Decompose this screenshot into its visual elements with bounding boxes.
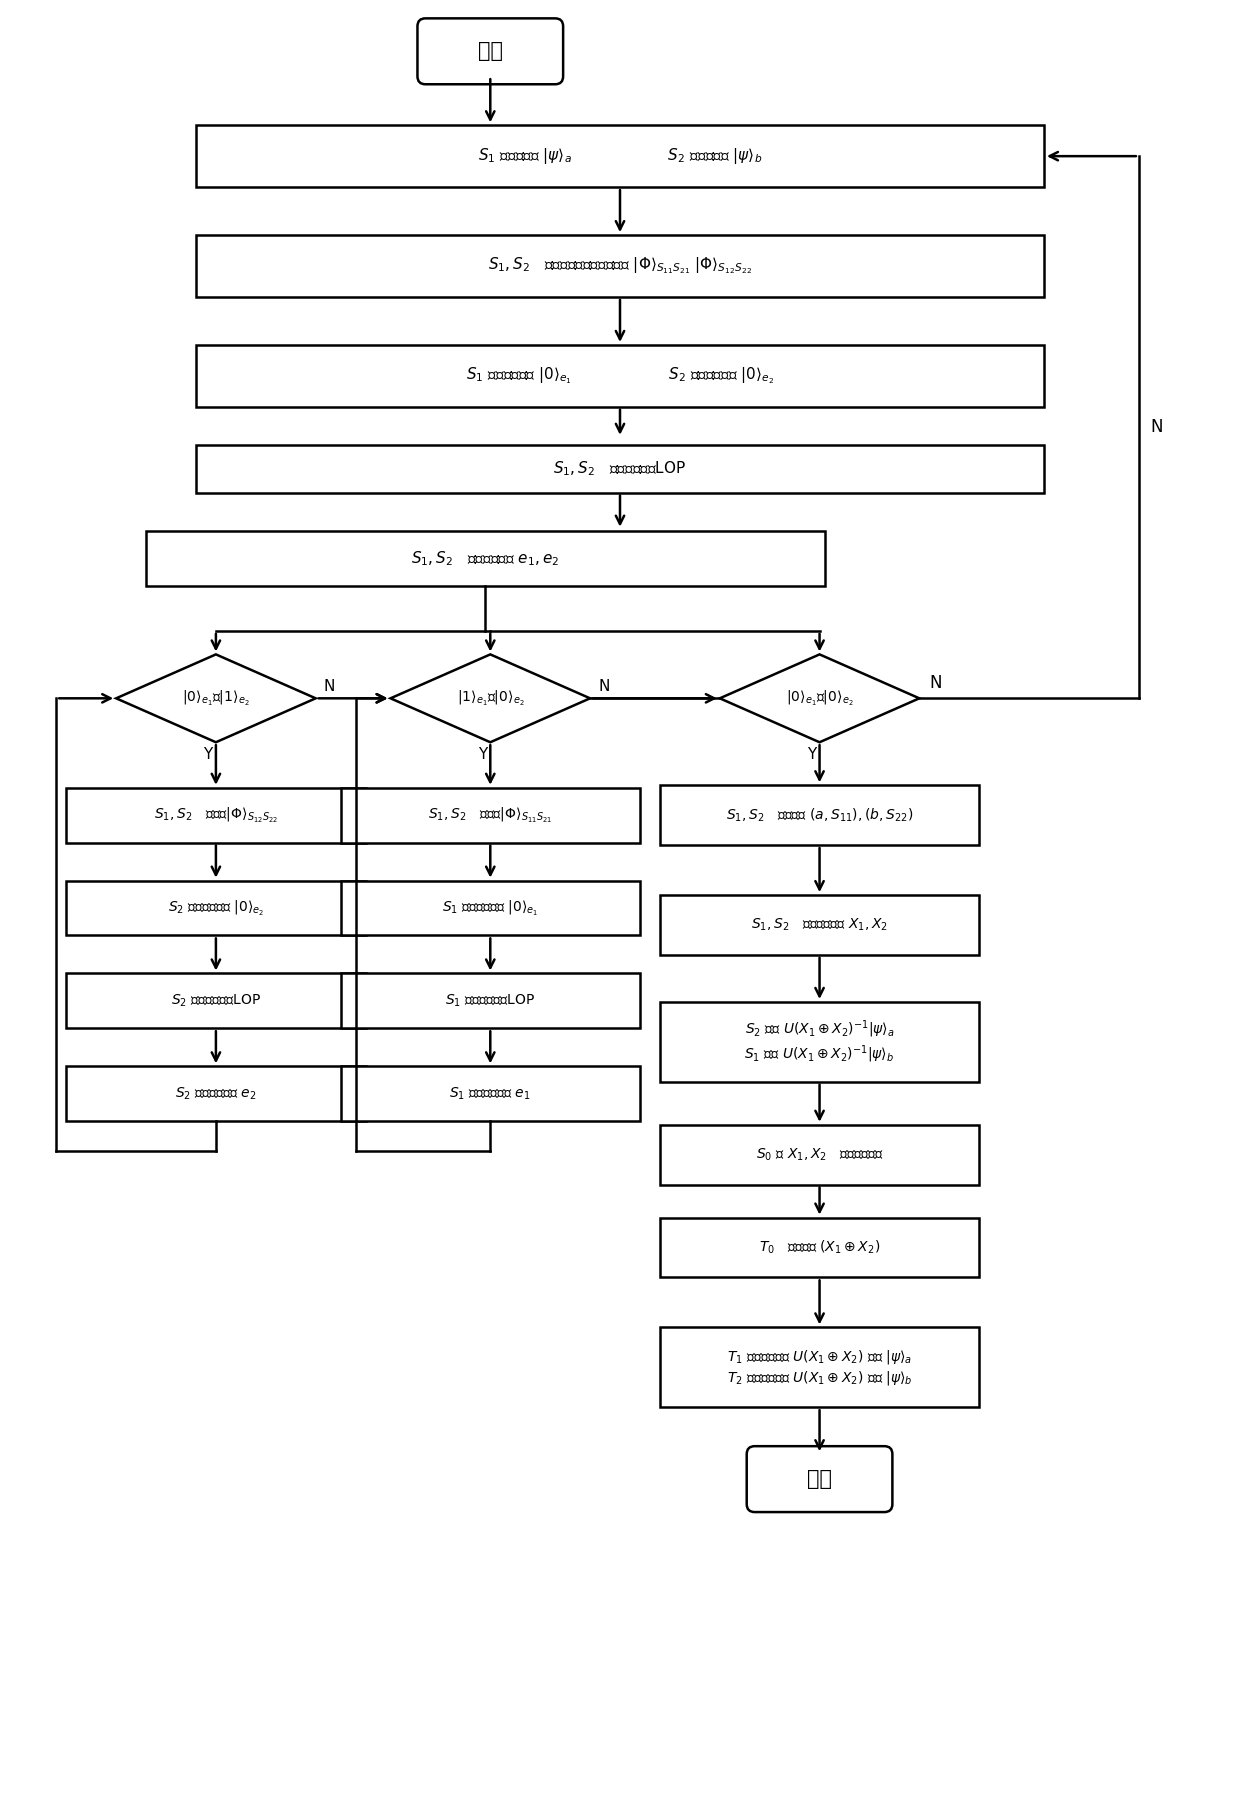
Text: $S_1,S_2$   执行局域操作LOP: $S_1,S_2$ 执行局域操作LOP — [553, 459, 687, 479]
Text: N: N — [324, 678, 335, 693]
Text: $S_2$ 执行局域操作LOP: $S_2$ 执行局域操作LOP — [171, 992, 260, 1009]
Text: $S_1,S_2$   预共享两对非最大纠缠对 $|\Phi\rangle_{S_{11}S_{21}}$ $|\Phi\rangle_{S_{12}S_{22: $S_1,S_2$ 预共享两对非最大纠缠对 $|\Phi\rangle_{S_{… — [489, 256, 751, 276]
Text: Y: Y — [477, 747, 487, 762]
Text: $|0\rangle_{e_1}$和$|1\rangle_{e_2}$: $|0\rangle_{e_1}$和$|1\rangle_{e_2}$ — [182, 689, 249, 707]
Bar — [660, 1001, 980, 1081]
Bar — [66, 974, 366, 1029]
Text: $S_1,S_2$   预共享$|\Phi\rangle_{S_{12}S_{22}}$: $S_1,S_2$ 预共享$|\Phi\rangle_{S_{12}S_{22}… — [154, 805, 278, 825]
Bar — [196, 125, 1044, 187]
Text: $T_1$ 执行解码操作 $U(X_1\oplus X_2)$ 得到 $|\psi\rangle_a$
$T_2$ 执行解码操作 $U(X_1\oplus X_: $T_1$ 执行解码操作 $U(X_1\oplus X_2)$ 得到 $|\ps… — [727, 1348, 913, 1386]
Bar — [146, 532, 825, 586]
Bar — [660, 1217, 980, 1277]
Text: Y: Y — [807, 747, 816, 762]
Bar — [660, 785, 980, 845]
Bar — [341, 974, 640, 1029]
Bar — [341, 1067, 640, 1121]
Bar — [660, 1125, 980, 1185]
Text: $S_1$ 引入辅助粒子 $|0\rangle_{e_1}$: $S_1$ 引入辅助粒子 $|0\rangle_{e_1}$ — [441, 898, 538, 918]
Polygon shape — [117, 655, 316, 742]
Text: $|1\rangle_{e_1}$和$|0\rangle_{e_2}$: $|1\rangle_{e_1}$和$|0\rangle_{e_2}$ — [456, 689, 525, 707]
Text: $S_1,S_2$   获得经典信息 $X_1,X_2$: $S_1,S_2$ 获得经典信息 $X_1,X_2$ — [751, 916, 888, 932]
Polygon shape — [391, 655, 590, 742]
Bar — [341, 880, 640, 936]
Bar — [66, 787, 366, 842]
Text: N: N — [929, 675, 942, 693]
Text: $S_1,S_2$   测量辅助粒子 $e_1,e_2$: $S_1,S_2$ 测量辅助粒子 $e_1,e_2$ — [412, 550, 559, 568]
Text: $S_0$ 对 $X_1,X_2$   执行异或操作: $S_0$ 对 $X_1,X_2$ 执行异或操作 — [755, 1146, 883, 1163]
Text: $S_1$ 执行局域操作LOP: $S_1$ 执行局域操作LOP — [445, 992, 536, 1009]
Text: 结束: 结束 — [807, 1469, 832, 1489]
Text: $S_1$ 制备量子态 $|\psi\rangle_a$                    $S_2$ 制备量子态 $|\psi\rangle_b$: $S_1$ 制备量子态 $|\psi\rangle_a$ $S_2$ 制备量子态… — [477, 147, 763, 167]
Bar — [660, 1328, 980, 1408]
Bar — [196, 444, 1044, 493]
Bar — [341, 787, 640, 842]
Text: $S_2$ 测量辅助粒子 $e_2$: $S_2$ 测量辅助粒子 $e_2$ — [175, 1085, 257, 1101]
FancyBboxPatch shape — [418, 18, 563, 83]
Text: $S_1$ 引入辅助粒子 $|0\rangle_{e_1}$                    $S_2$ 引入辅助粒子 $|0\rangle_{e_2}$: $S_1$ 引入辅助粒子 $|0\rangle_{e_1}$ $S_2$ 引入辅… — [466, 365, 774, 386]
Bar — [660, 894, 980, 954]
Text: 开始: 开始 — [477, 42, 502, 62]
Text: $T_0$   复制传输 $(X_1\oplus X_2)$: $T_0$ 复制传输 $(X_1\oplus X_2)$ — [759, 1239, 880, 1255]
Text: $S_1$ 测量辅助粒子 $e_1$: $S_1$ 测量辅助粒子 $e_1$ — [449, 1085, 531, 1101]
Text: $S_2$ 引入辅助粒子 $|0\rangle_{e_2}$: $S_2$ 引入辅助粒子 $|0\rangle_{e_2}$ — [167, 898, 264, 918]
Text: $|0\rangle_{e_1}$和$|0\rangle_{e_2}$: $|0\rangle_{e_1}$和$|0\rangle_{e_2}$ — [786, 689, 853, 707]
Polygon shape — [719, 655, 919, 742]
Text: N: N — [1151, 419, 1163, 435]
Text: $S_1,S_2$   测量粒子 $(a,S_{11}),(b,S_{22})$: $S_1,S_2$ 测量粒子 $(a,S_{11}),(b,S_{22})$ — [725, 807, 914, 824]
FancyBboxPatch shape — [746, 1446, 893, 1513]
Bar — [66, 1067, 366, 1121]
Text: $S_1,S_2$   预共享$|\Phi\rangle_{S_{11}S_{21}}$: $S_1,S_2$ 预共享$|\Phi\rangle_{S_{11}S_{21}… — [428, 805, 553, 825]
Bar — [196, 345, 1044, 406]
Bar — [66, 880, 366, 936]
Text: N: N — [598, 678, 609, 693]
Bar — [196, 236, 1044, 297]
Text: Y: Y — [203, 747, 212, 762]
Text: $S_2$ 得到 $U(X_1\oplus X_2)^{-1}|\psi\rangle_a$
$S_1$ 得到 $U(X_1\oplus X_2)^{-1}|\: $S_2$ 得到 $U(X_1\oplus X_2)^{-1}|\psi\ran… — [744, 1019, 895, 1065]
